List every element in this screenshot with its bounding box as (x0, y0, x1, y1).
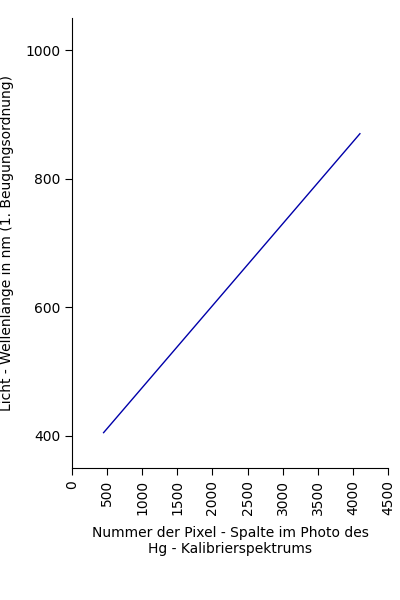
Y-axis label: Licht - Wellenlänge in nm (1. Beugungsordnung): Licht - Wellenlänge in nm (1. Beugungsor… (0, 75, 14, 411)
X-axis label: Nummer der Pixel - Spalte im Photo des
Hg - Kalibrierspektrums: Nummer der Pixel - Spalte im Photo des H… (92, 526, 368, 556)
